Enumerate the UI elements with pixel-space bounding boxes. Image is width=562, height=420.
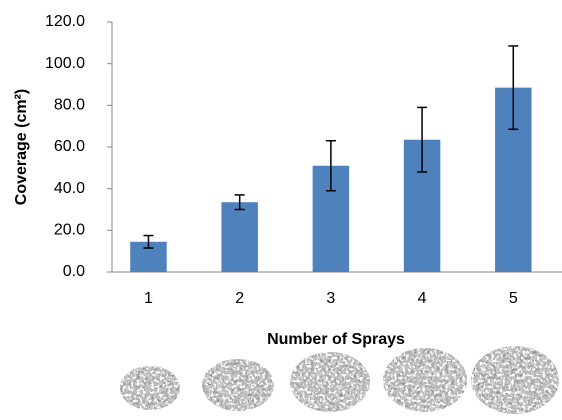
y-tick-label: 100.0 [45, 55, 85, 72]
error-bar [508, 45, 519, 131]
y-tick-label: 20.0 [54, 222, 85, 239]
error-bar [234, 194, 245, 211]
y-tick-label: 120.0 [45, 13, 85, 30]
spray-image [290, 352, 370, 412]
error-bar [325, 140, 336, 192]
spray-image [120, 366, 180, 410]
x-tick-label: 1 [144, 290, 153, 307]
error-bar [143, 234, 154, 249]
spray-image [202, 359, 274, 411]
y-tick-label: 0.0 [63, 263, 85, 280]
spray-image [471, 346, 559, 414]
x-tick-label: 4 [418, 290, 427, 307]
y-tick-label: 80.0 [54, 97, 85, 114]
error-bar [417, 106, 428, 173]
y-tick-label: 40.0 [54, 180, 85, 197]
x-tick-label: 5 [509, 290, 518, 307]
y-tick-label: 60.0 [54, 138, 85, 155]
x-tick-label: 3 [326, 290, 335, 307]
y-axis-title: Coverage (cm²) [13, 89, 30, 205]
x-axis-title: Number of Sprays [267, 331, 405, 348]
spray-images [120, 346, 559, 414]
spray-image [383, 348, 467, 412]
x-tick-label: 2 [235, 290, 244, 307]
bar [221, 202, 258, 272]
